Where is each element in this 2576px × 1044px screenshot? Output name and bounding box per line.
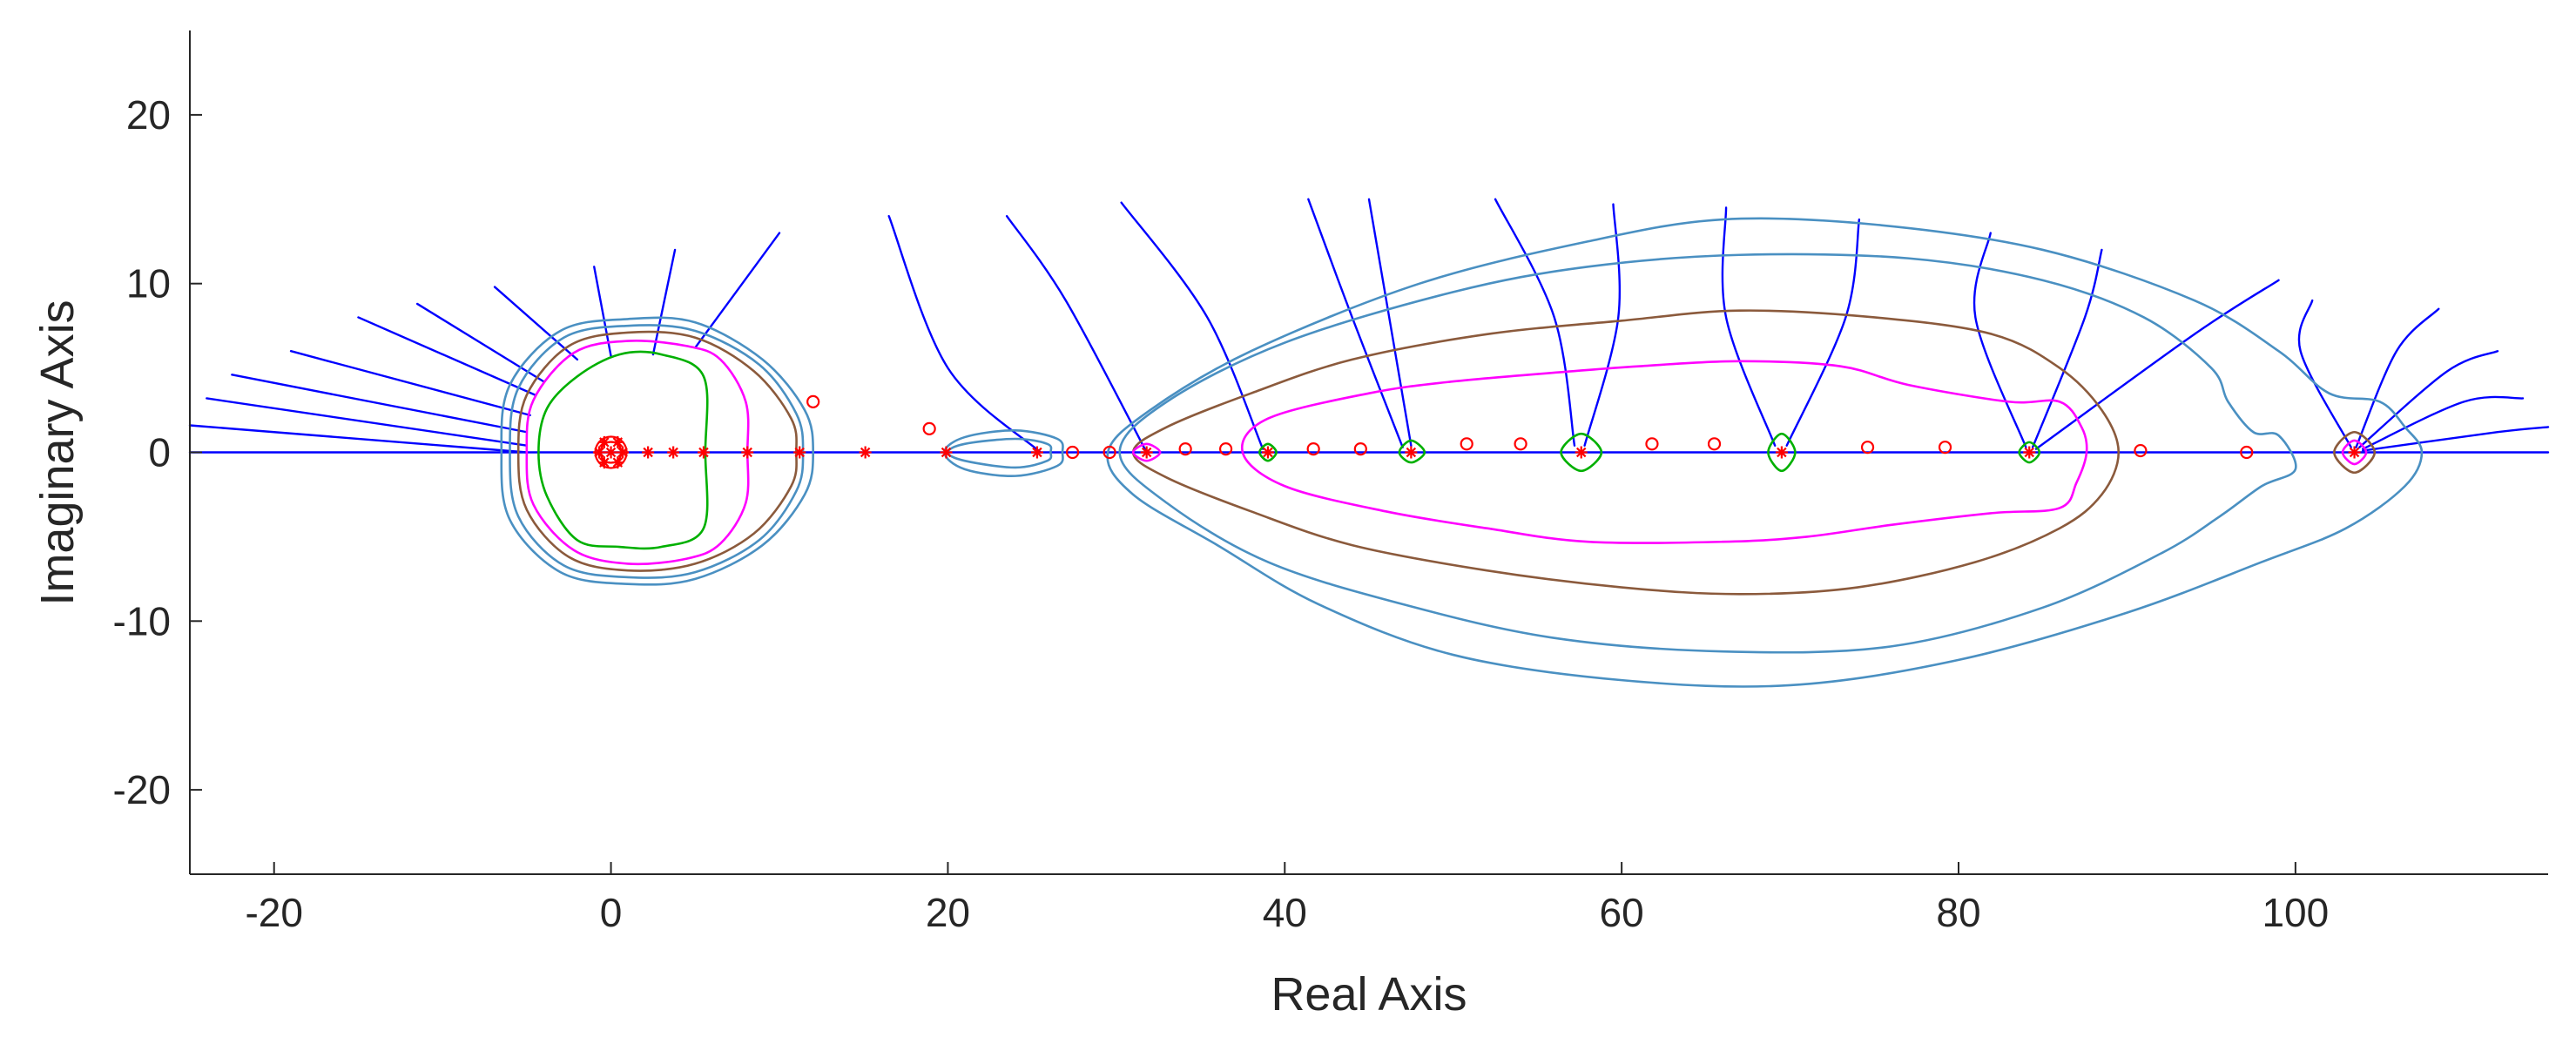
pole-marker — [1405, 446, 1418, 459]
contour-small-20 — [947, 437, 1053, 469]
locus-branch — [2034, 279, 2280, 450]
zero-marker — [1514, 437, 1527, 451]
pole-marker — [1140, 446, 1153, 459]
x-tick-label: -20 — [245, 890, 302, 935]
zero-marker — [1353, 442, 1367, 456]
zero-marker — [1645, 437, 1659, 451]
y-tick-label: 20 — [126, 92, 171, 138]
locus-branch — [887, 214, 1042, 454]
locus-branch — [415, 302, 545, 383]
x-tick-label: 60 — [1600, 890, 1644, 935]
locus-branch — [694, 232, 781, 349]
ticks: -20 0 20 40 60 80 100 -20 -10 0 10 20 — [113, 92, 2330, 935]
pole-marker — [1261, 446, 1274, 459]
contour-outer-right — [1106, 217, 2424, 688]
locus-branch — [593, 266, 612, 358]
locus-branch — [1583, 203, 1622, 447]
x-tick-label: 20 — [926, 890, 970, 935]
zero-marker — [1218, 442, 1233, 456]
locus-branch — [1785, 218, 1861, 447]
contour-magenta-right — [1240, 360, 2088, 544]
pole-marker — [859, 446, 872, 459]
origin-pole-cluster — [594, 435, 628, 469]
contour-magenta-small-103 — [2341, 439, 2368, 466]
zero-marker — [1306, 442, 1320, 456]
locus-branch — [2031, 248, 2103, 448]
locus-branch — [651, 248, 677, 356]
contour-brown-right — [1131, 309, 2121, 596]
locus-branch — [188, 424, 529, 454]
contour-brown-left — [516, 330, 798, 572]
contour-green-69 — [1767, 432, 1797, 473]
locus-branch — [2355, 307, 2440, 448]
locus-branch — [2362, 395, 2525, 450]
x-tick-label: 80 — [1936, 890, 1980, 935]
contour-green-47 — [1398, 439, 1426, 464]
zero-marker — [1103, 445, 1116, 460]
pole-marker — [667, 446, 680, 459]
y-tick-label: 0 — [148, 430, 171, 475]
pole-marker — [940, 446, 953, 459]
locus-branch — [206, 397, 529, 447]
pole-marker — [1030, 446, 1043, 459]
marker-layer — [593, 394, 2361, 469]
contour-magenta-small-31 — [1131, 442, 1162, 462]
pole-marker — [793, 446, 806, 459]
locus-branch — [1494, 198, 1576, 447]
x-axis-title: Real Axis — [1271, 968, 1467, 1020]
locus-branch — [231, 374, 529, 434]
zero-marker — [922, 421, 936, 435]
pole-marker — [697, 446, 710, 459]
pole-marker — [642, 446, 655, 459]
locus-branch — [1005, 214, 1148, 454]
contour-green-39 — [1258, 442, 1278, 462]
locus-branch — [357, 316, 536, 396]
pole-marker — [2348, 446, 2361, 459]
locus-branch — [493, 286, 579, 361]
locus-branch — [2362, 426, 2550, 452]
zero-marker — [1938, 441, 1952, 455]
contour-green-84 — [2018, 441, 2041, 464]
y-tick-label: -10 — [113, 598, 171, 643]
pole-marker — [741, 446, 754, 459]
contour-green-57 — [1560, 432, 1603, 473]
contour-outer — [500, 316, 814, 586]
pole-marker — [1575, 446, 1588, 459]
x-tick-label: 40 — [1263, 890, 1307, 935]
contour-mid-right — [1118, 253, 2297, 654]
locus-branch — [1307, 198, 1404, 448]
zero-marker — [1460, 437, 1473, 451]
zero-marker — [2240, 445, 2254, 460]
zero-marker — [2134, 443, 2148, 458]
locus-branch — [1367, 198, 1413, 447]
locus-branch — [2358, 350, 2499, 448]
locus-branch — [2297, 299, 2352, 448]
contour-brown-small-103 — [2333, 430, 2377, 475]
contour-small-20-outer — [943, 429, 1064, 477]
zero-marker — [1707, 437, 1722, 451]
locus-branch — [1120, 201, 1264, 450]
x-tick-label: 100 — [2262, 890, 2329, 935]
zero-marker — [806, 394, 820, 408]
pole-marker — [1775, 446, 1788, 459]
pole-marker — [2023, 446, 2036, 459]
pole-marker — [604, 446, 617, 459]
x-tick-label: 0 — [600, 890, 623, 935]
series-layer — [188, 198, 2550, 688]
locus-branch — [289, 350, 531, 417]
locus-branch — [1721, 206, 1777, 447]
y-tick-label: 10 — [126, 261, 171, 306]
y-axis-title: Imaginary Axis — [31, 300, 84, 605]
locus-branch — [1972, 232, 2027, 448]
zero-marker — [1860, 441, 1875, 455]
zero-marker — [1178, 442, 1192, 456]
y-tick-label: -20 — [113, 767, 171, 812]
zero-marker — [1065, 445, 1080, 460]
